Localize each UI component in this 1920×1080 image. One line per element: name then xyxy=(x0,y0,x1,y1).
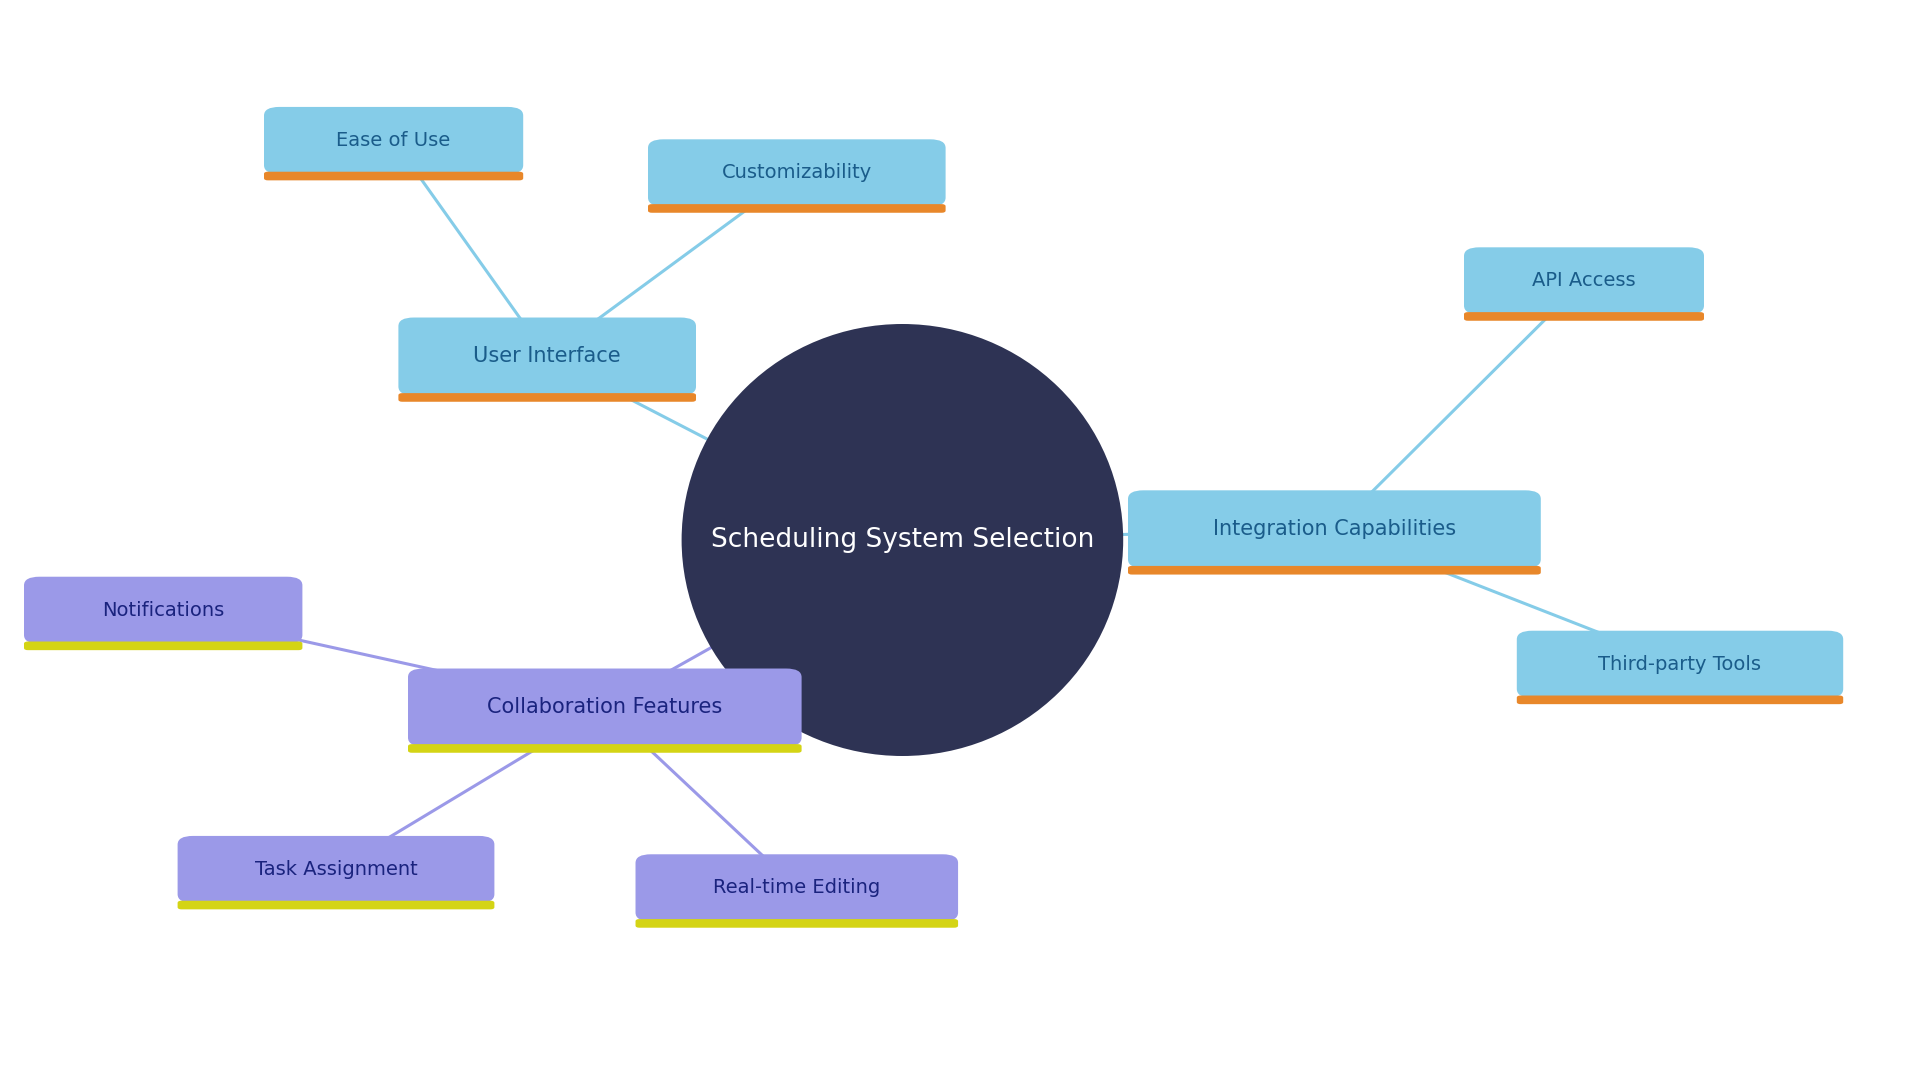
FancyBboxPatch shape xyxy=(647,204,945,213)
FancyBboxPatch shape xyxy=(1127,566,1540,575)
FancyBboxPatch shape xyxy=(1463,312,1705,321)
Text: Third-party Tools: Third-party Tools xyxy=(1599,654,1761,674)
Text: Notifications: Notifications xyxy=(102,600,225,620)
FancyBboxPatch shape xyxy=(409,744,801,753)
Text: Task Assignment: Task Assignment xyxy=(255,860,417,879)
FancyBboxPatch shape xyxy=(409,669,801,746)
Text: User Interface: User Interface xyxy=(474,347,620,366)
Text: Customizability: Customizability xyxy=(722,163,872,183)
FancyBboxPatch shape xyxy=(1463,247,1705,314)
FancyBboxPatch shape xyxy=(1127,490,1540,568)
FancyBboxPatch shape xyxy=(1517,631,1843,698)
Text: Collaboration Features: Collaboration Features xyxy=(488,698,722,717)
FancyBboxPatch shape xyxy=(263,107,522,174)
FancyBboxPatch shape xyxy=(25,642,301,650)
Ellipse shape xyxy=(682,324,1123,756)
FancyBboxPatch shape xyxy=(177,901,495,909)
FancyBboxPatch shape xyxy=(397,318,695,395)
FancyBboxPatch shape xyxy=(177,836,495,903)
Text: API Access: API Access xyxy=(1532,271,1636,291)
FancyBboxPatch shape xyxy=(636,919,958,928)
Text: Integration Capabilities: Integration Capabilities xyxy=(1213,519,1455,539)
FancyBboxPatch shape xyxy=(647,139,945,206)
FancyBboxPatch shape xyxy=(263,172,522,180)
Text: Ease of Use: Ease of Use xyxy=(336,131,451,150)
Text: Scheduling System Selection: Scheduling System Selection xyxy=(710,527,1094,553)
FancyBboxPatch shape xyxy=(397,393,695,402)
FancyBboxPatch shape xyxy=(636,854,958,921)
FancyBboxPatch shape xyxy=(25,577,301,644)
FancyBboxPatch shape xyxy=(1517,696,1843,704)
Text: Real-time Editing: Real-time Editing xyxy=(712,878,881,897)
